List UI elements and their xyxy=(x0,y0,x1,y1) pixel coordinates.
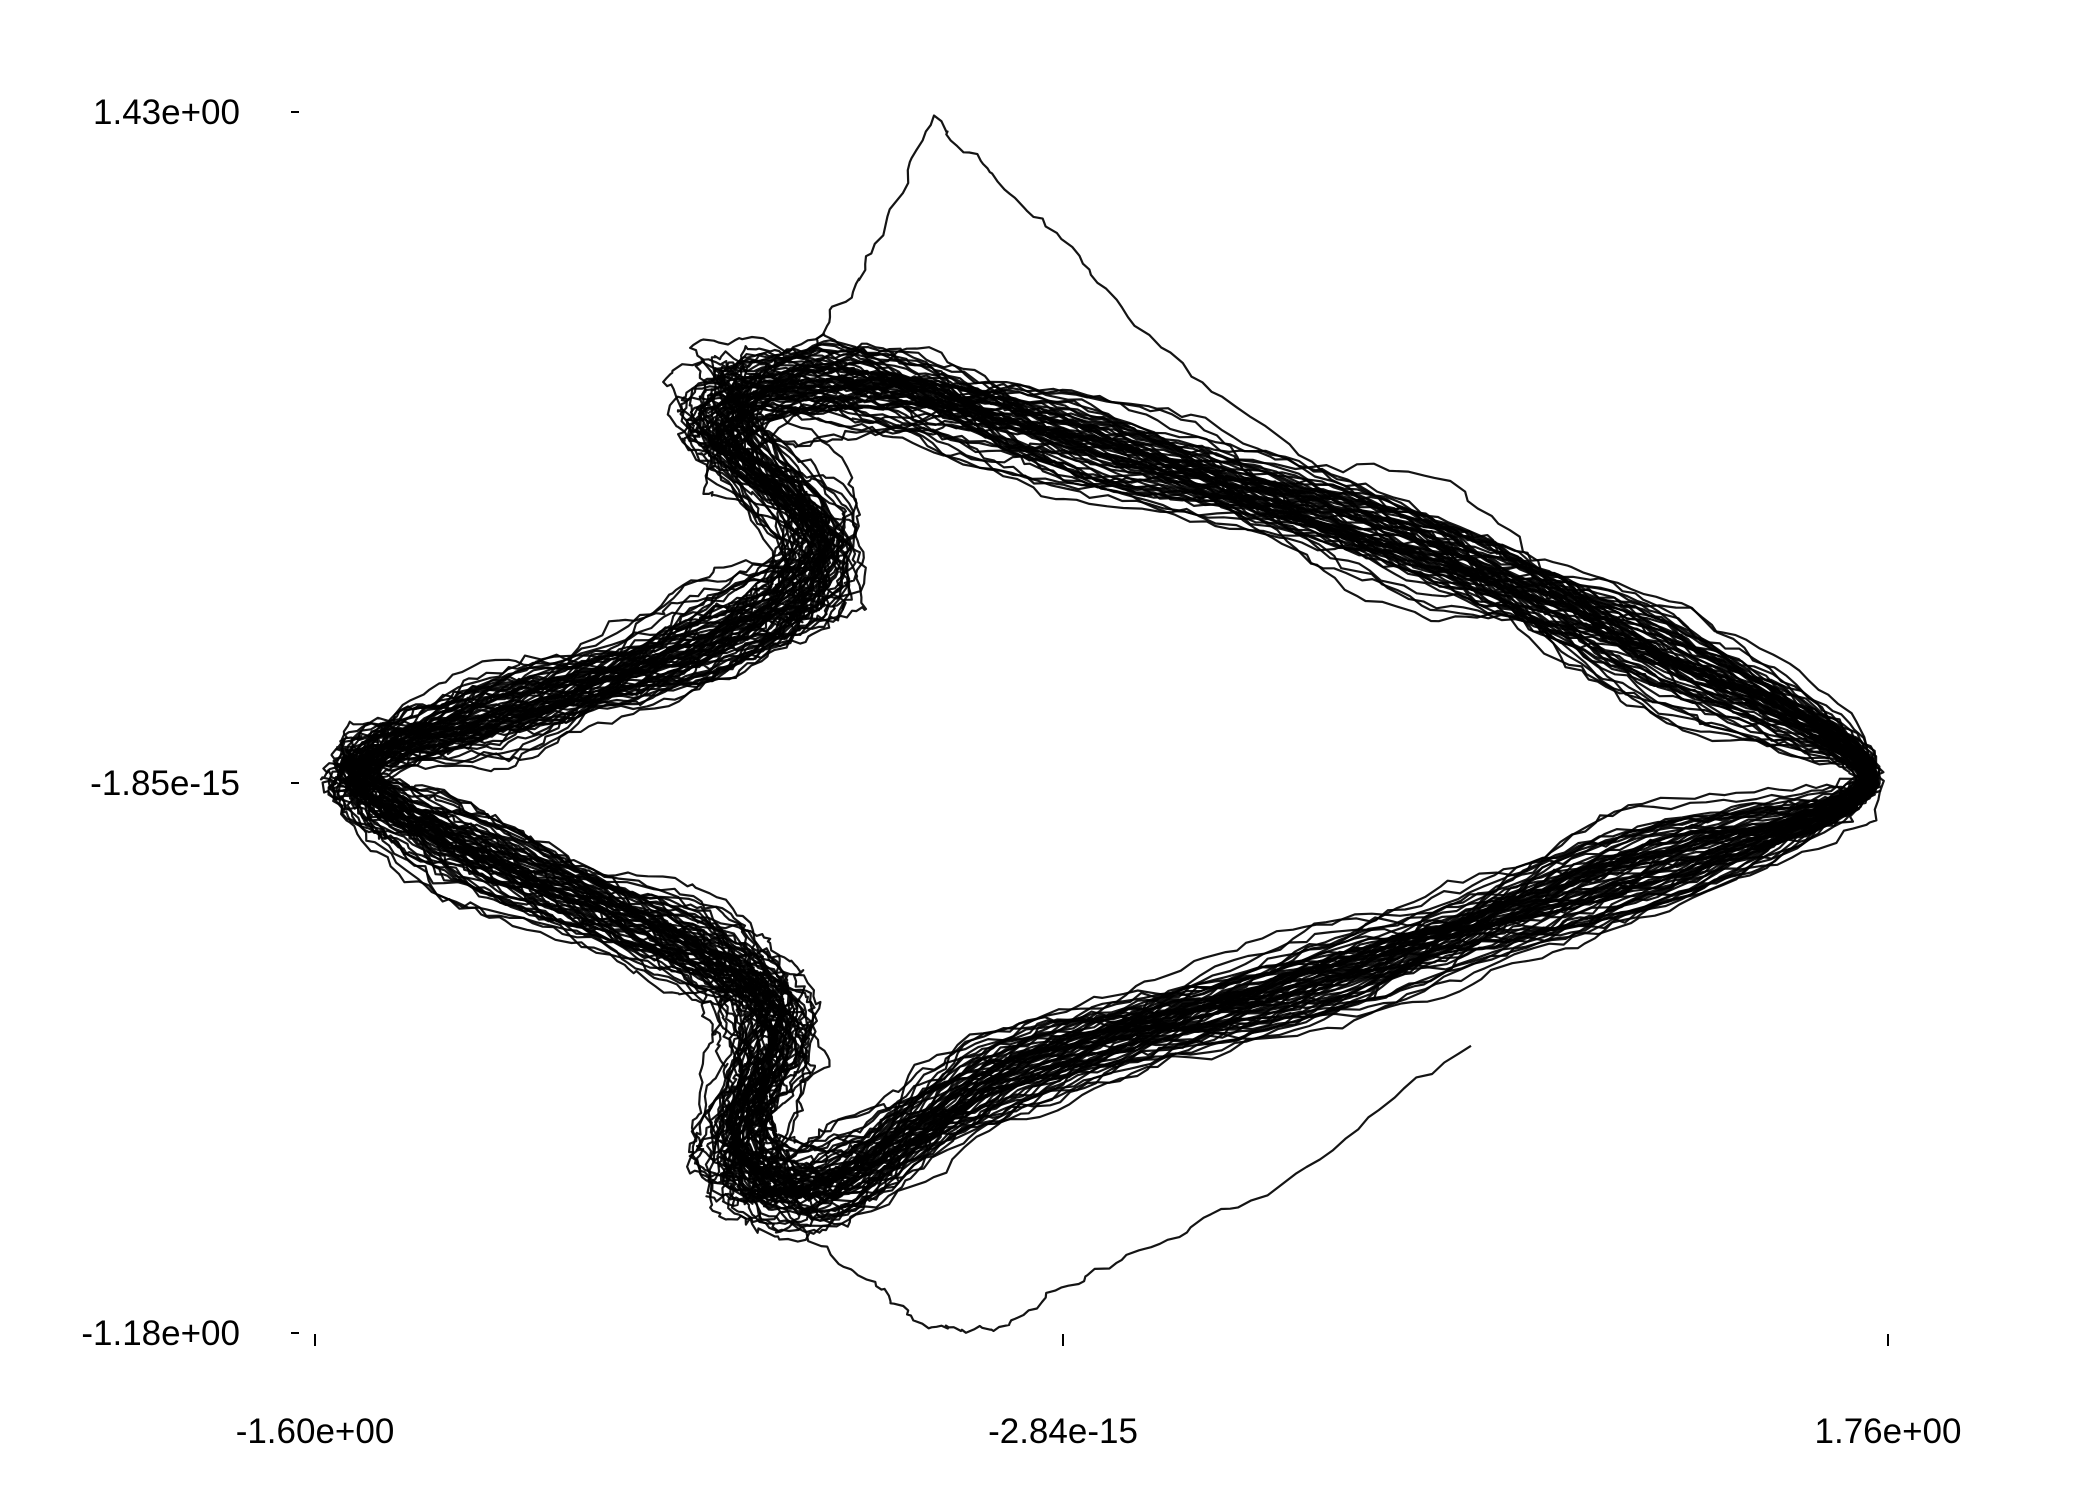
x-tick-label-mid: -2.84e-15 xyxy=(988,1412,1138,1451)
y-tick-label-bottom: -1.18e+00 xyxy=(81,1314,240,1353)
trajectory-loop xyxy=(354,348,1878,1179)
x-tick-label-left: -1.60e+00 xyxy=(236,1412,395,1451)
trajectory-loop xyxy=(359,376,1867,1207)
trajectory-traces xyxy=(319,114,1885,1334)
y-tick-label-mid: -1.85e-15 xyxy=(90,764,240,803)
trajectory-loop xyxy=(331,367,1878,1205)
trajectory-loop xyxy=(359,382,1877,1180)
trajectory-loop xyxy=(344,394,1875,1201)
trajectory-loop xyxy=(361,339,1881,1228)
x-tick-label-right: 1.76e+00 xyxy=(1815,1412,1962,1451)
trajectory-loop xyxy=(339,377,1868,1184)
trajectory-excursion-bottom xyxy=(735,1044,1472,1334)
trajectory-loop xyxy=(349,420,1872,1222)
trajectory-loop xyxy=(336,363,1867,1212)
trajectory-loop xyxy=(348,342,1857,1221)
x-axis: -1.60e+00 -2.84e-15 1.76e+00 xyxy=(236,1334,1962,1451)
trajectory-loop xyxy=(365,345,1881,1221)
trajectory-loop xyxy=(339,396,1866,1234)
trajectory-loop xyxy=(358,395,1879,1243)
trajectory-loop xyxy=(359,382,1875,1188)
y-tick-label-top: 1.43e+00 xyxy=(93,93,240,132)
trajectory-loop xyxy=(341,378,1861,1198)
trajectory-loop xyxy=(364,381,1878,1181)
trajectory-loop xyxy=(335,358,1872,1200)
trajectory-loop xyxy=(359,373,1874,1214)
trajectory-loop xyxy=(366,367,1871,1196)
trajectory-loop xyxy=(350,404,1882,1199)
trajectory-loop xyxy=(337,380,1885,1202)
y-axis: 1.43e+00 -1.85e-15 -1.18e+00 xyxy=(81,93,299,1353)
trajectory-loop xyxy=(360,387,1864,1203)
trajectory-loop xyxy=(332,354,1871,1203)
trajectory-loop xyxy=(353,365,1874,1221)
trajectory-loop xyxy=(347,366,1874,1208)
trajectory-excursion-top xyxy=(808,114,1519,589)
trajectory-loop xyxy=(349,387,1866,1202)
